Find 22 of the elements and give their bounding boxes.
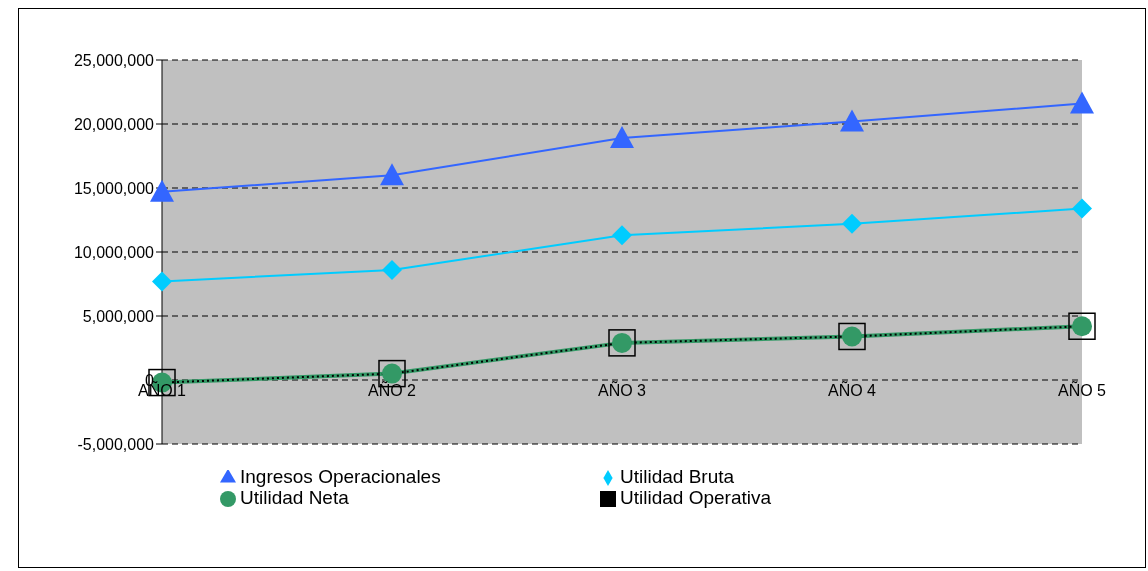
x-tick-label: AÑO 5 (1057, 380, 1107, 399)
point (382, 259, 402, 280)
point (1072, 198, 1092, 219)
x-tick-label: AÑO 4 (827, 380, 877, 399)
point (1070, 91, 1094, 114)
y-tick-label: -5,000,000 (77, 435, 155, 453)
point (840, 109, 864, 132)
point (842, 213, 862, 234)
y-tick-label: 10,000,000 (73, 243, 155, 261)
y-tick-label: 20,000,000 (73, 115, 155, 133)
y-tick-label: 5,000,000 (82, 307, 155, 325)
legend-label: Utilidad Bruta (620, 466, 736, 487)
x-tick-label: AÑO 3 (597, 380, 647, 399)
point (610, 126, 634, 149)
legend-label: Utilidad Operativa (620, 487, 773, 508)
point (380, 163, 404, 186)
y-tick-label: 25,000,000 (73, 51, 155, 69)
y-tick-label: 15,000,000 (73, 179, 155, 197)
point (152, 271, 172, 292)
legend-label: Ingresos Operacionales (240, 466, 442, 487)
legend-label: Utilidad Neta (240, 487, 350, 508)
point (612, 225, 632, 246)
